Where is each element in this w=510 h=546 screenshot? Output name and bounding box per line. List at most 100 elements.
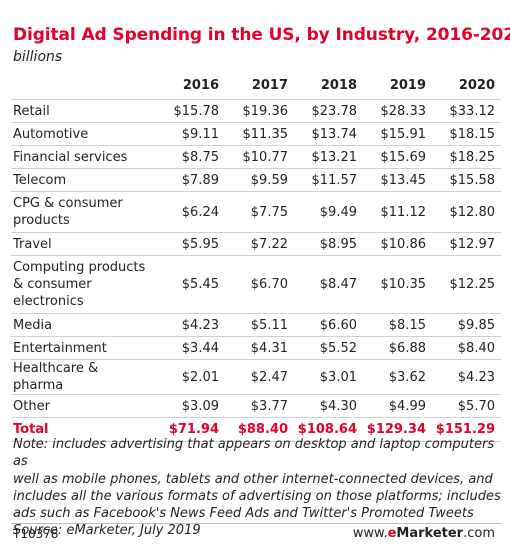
year-header: 2018 [294,71,363,100]
table-row: Telecom $7.89 $9.59 $11.57 $13.45 $15.58 [11,168,501,192]
year-header: 2017 [225,71,294,100]
value-cell: $15.58 [432,168,501,192]
data-table: 2016 2017 2018 2019 2020 Retail $15.78 $19… [11,71,501,442]
value-cell: $10.35 [363,255,432,314]
row-label: Telecom [11,168,156,192]
source-line: Source: eMarketer, July 2019 [13,523,201,539]
value-cell: $15.91 [363,122,432,146]
table-row: Media $4.23 $5.11 $6.60 $8.15 $9.85 [11,313,501,337]
total-label: Total [11,417,156,442]
value-cell: $28.33 [363,99,432,123]
value-cell: $5.45 [156,255,225,314]
value-cell: $6.24 [156,191,225,233]
value-cell: $4.99 [363,394,432,418]
chart-id: T10378 [13,527,59,541]
value-cell: $3.44 [156,336,225,360]
row-label: Financial services [11,145,156,169]
value-cell: $8.75 [156,145,225,169]
value-cell: $13.74 [294,122,363,146]
total-value-cell: $151.29 [432,417,501,442]
value-cell: $3.62 [363,359,432,395]
value-cell: $18.15 [432,122,501,146]
year-header: 2020 [432,71,501,100]
brand-prefix: www. [352,526,388,541]
table-row: Other $3.09 $3.77 $4.30 $4.99 $5.70 [11,394,501,418]
header-row: 2016 2017 2018 2019 2020 [11,71,501,100]
brand-name: Marketer [396,526,464,541]
chart-title: Digital Ad Spending in the US, by Indust… [13,25,510,45]
value-cell: $11.57 [294,168,363,192]
value-cell: $8.40 [432,336,501,360]
footer-divider [11,523,501,524]
value-cell: $4.23 [156,313,225,337]
row-label: Computing products & consumer electronics [11,255,156,314]
value-cell: $7.75 [225,191,294,233]
total-value-cell: $108.64 [294,417,363,442]
row-label: CPG & consumer products [11,191,156,233]
value-cell: $4.31 [225,336,294,360]
note-text: Note: includes advertising that appears … [13,436,505,540]
total-value-cell: $88.40 [225,417,294,442]
row-label-line: CPG & consumer [13,196,123,211]
value-cell: $7.89 [156,168,225,192]
chart-frame: Digital Ad Spending in the US, by Indust… [3,3,510,543]
value-cell: $12.25 [432,255,501,314]
table-row: CPG & consumer products $6.24 $7.75 $9.49 $11… [11,191,501,233]
row-label-line: & consumer [13,277,92,292]
note-line: ads such as Facebook's News Feed Ads and… [13,506,474,522]
value-cell: $10.86 [363,232,432,256]
value-cell: $3.09 [156,394,225,418]
value-cell: $19.36 [225,99,294,123]
value-cell: $3.01 [294,359,363,395]
value-cell: $11.35 [225,122,294,146]
value-cell: $9.59 [225,168,294,192]
table-row: Travel $5.95 $7.22 $8.95 $10.86 $12.97 [11,232,501,256]
brand-e: e [387,526,397,541]
value-cell: $10.77 [225,145,294,169]
total-row: Total $71.94 $88.40 $108.64 $129.34 $151.29 [11,417,501,442]
table-row: Computing products & consumer electronics $… [11,255,501,314]
value-cell: $3.77 [225,394,294,418]
row-label: Travel [11,232,156,256]
value-cell: $15.78 [156,99,225,123]
row-label: Other [11,394,156,418]
value-cell: $33.12 [432,99,501,123]
total-value-cell: $129.34 [363,417,432,442]
brand-logo[interactable]: www.eMarketer.com [353,526,495,541]
table-row: Financial services $8.75 $10.77 $13.21 $15.6… [11,145,501,169]
value-cell: $13.45 [363,168,432,192]
row-label-line: electronics [13,294,84,309]
brand-suffix: .com [463,526,495,541]
value-cell: $15.69 [363,145,432,169]
value-cell: $8.47 [294,255,363,314]
year-header: 2016 [156,71,225,100]
value-cell: $9.49 [294,191,363,233]
value-cell: $2.47 [225,359,294,395]
row-label-line: Computing products [13,260,146,275]
table-row: Retail $15.78 $19.36 $23.78 $28.33 $33.12 [11,99,501,123]
value-cell: $6.88 [363,336,432,360]
table-row: Entertainment $3.44 $4.31 $5.52 $6.88 $8.40 [11,336,501,360]
value-cell: $12.97 [432,232,501,256]
value-cell: $2.01 [156,359,225,395]
value-cell: $5.70 [432,394,501,418]
corner-cell [11,71,156,100]
row-label-line: products [13,213,70,228]
value-cell: $13.21 [294,145,363,169]
value-cell: $5.11 [225,313,294,337]
value-cell: $4.23 [432,359,501,395]
value-cell: $8.95 [294,232,363,256]
value-cell: $12.80 [432,191,501,233]
value-cell: $9.11 [156,122,225,146]
table-row: Healthcare & pharma $2.01 $2.47 $3.01 $3.62 $… [11,359,501,395]
table-row: Automotive $9.11 $11.35 $13.74 $15.91 $18.15 [11,122,501,146]
value-cell: $11.12 [363,191,432,233]
value-cell: $7.22 [225,232,294,256]
value-cell: $9.85 [432,313,501,337]
note-line: Note: includes advertising that appears … [13,437,495,470]
row-label: Healthcare & pharma [11,359,156,395]
row-label: Automotive [11,122,156,146]
value-cell: $6.70 [225,255,294,314]
note-line: includes all the various formats of adve… [13,488,501,504]
table-body: Retail $15.78 $19.36 $23.78 $28.33 $33.12 Auto… [11,99,501,442]
